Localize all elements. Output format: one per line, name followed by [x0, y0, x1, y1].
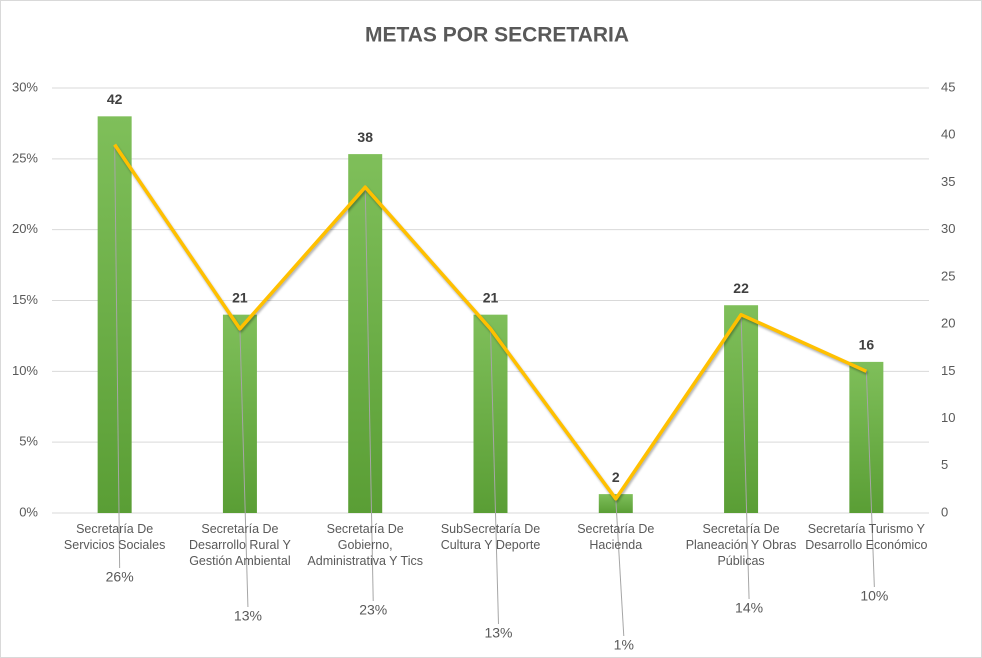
- y2-tick-label: 40: [941, 127, 955, 142]
- leader-line: [364, 187, 374, 602]
- line-label: 26%: [106, 569, 134, 585]
- bar-label: 16: [859, 337, 875, 353]
- y2-tick-label: 45: [941, 79, 955, 94]
- x-tick-label: Secretaría De Gobierno, Administrativa Y…: [307, 522, 423, 568]
- x-tick-label: Secretaría De Hacienda: [577, 522, 655, 552]
- y2-tick-label: 15: [941, 363, 955, 378]
- x-tick-label-box: Secretaría De Hacienda: [577, 522, 655, 552]
- x-tick-label-box: Secretaría De Desarrollo Rural Y Gestión…: [188, 522, 291, 568]
- y2-tick-label: 10: [941, 410, 955, 425]
- bar-label: 21: [232, 289, 248, 305]
- x-tick-label-box: Secretaría Turismo Y Desarrollo Económic…: [805, 522, 928, 552]
- y-tick-label: 0%: [19, 504, 38, 519]
- line-label: 1%: [614, 637, 634, 653]
- bar: [473, 314, 508, 513]
- bar: [724, 305, 759, 513]
- y-tick-label: 15%: [12, 292, 38, 307]
- x-tick-label-box: Secretaría De Planeación Y Obras Pública…: [685, 522, 797, 568]
- line-label: 14%: [735, 600, 763, 616]
- y-tick-label: 30%: [12, 79, 38, 94]
- y2-tick-label: 35: [941, 174, 955, 189]
- x-tick-label: SubSecretaría De Cultura Y Deporte: [440, 522, 541, 552]
- line-label: 13%: [484, 625, 512, 641]
- x-tick-label: Secretaría De Servicios Sociales: [63, 522, 166, 552]
- y2-tick-label: 5: [941, 457, 948, 472]
- y-tick-label: 25%: [12, 150, 38, 165]
- chart-title: METAS POR SECRETARIA: [365, 24, 629, 47]
- x-tick-label: Secretaría De Desarrollo Rural Y Gestión…: [188, 522, 291, 568]
- bar-label: 21: [483, 289, 499, 305]
- x-tick-label: Secretaría De Planeación Y Obras Pública…: [685, 522, 797, 568]
- y2-tick-label: 25: [941, 268, 955, 283]
- bar-label: 22: [733, 280, 749, 296]
- bar-label: 42: [107, 91, 123, 107]
- bar: [222, 314, 257, 513]
- line-label: 10%: [860, 588, 888, 604]
- y2-tick-label: 20: [941, 316, 955, 331]
- leader-line: [239, 328, 249, 608]
- leader-line: [490, 328, 499, 625]
- bar: [849, 361, 884, 513]
- x-tick-label: Secretaría Turismo Y Desarrollo Económic…: [805, 522, 928, 552]
- leader-line: [114, 144, 121, 569]
- y2-tick-label: 30: [941, 221, 955, 236]
- bar-label: 2: [612, 469, 620, 485]
- line: [113, 143, 868, 501]
- line-label: 13%: [234, 608, 262, 624]
- leader-line: [740, 314, 750, 600]
- x-tick-label-box: Secretaría De Gobierno, Administrativa Y…: [307, 522, 423, 568]
- y-tick-label: 10%: [12, 363, 38, 378]
- line-label: 23%: [359, 602, 387, 618]
- bar-label: 38: [357, 129, 373, 145]
- y-tick-label: 5%: [19, 434, 38, 449]
- y2-tick-label: 0: [941, 504, 948, 519]
- leader-line: [615, 498, 625, 637]
- x-tick-label-box: SubSecretaría De Cultura Y Deporte: [440, 522, 541, 552]
- y-tick-label: 20%: [12, 221, 38, 236]
- leader-line: [865, 371, 875, 588]
- x-tick-label-box: Secretaría De Servicios Sociales: [63, 522, 166, 552]
- bar: [348, 154, 383, 513]
